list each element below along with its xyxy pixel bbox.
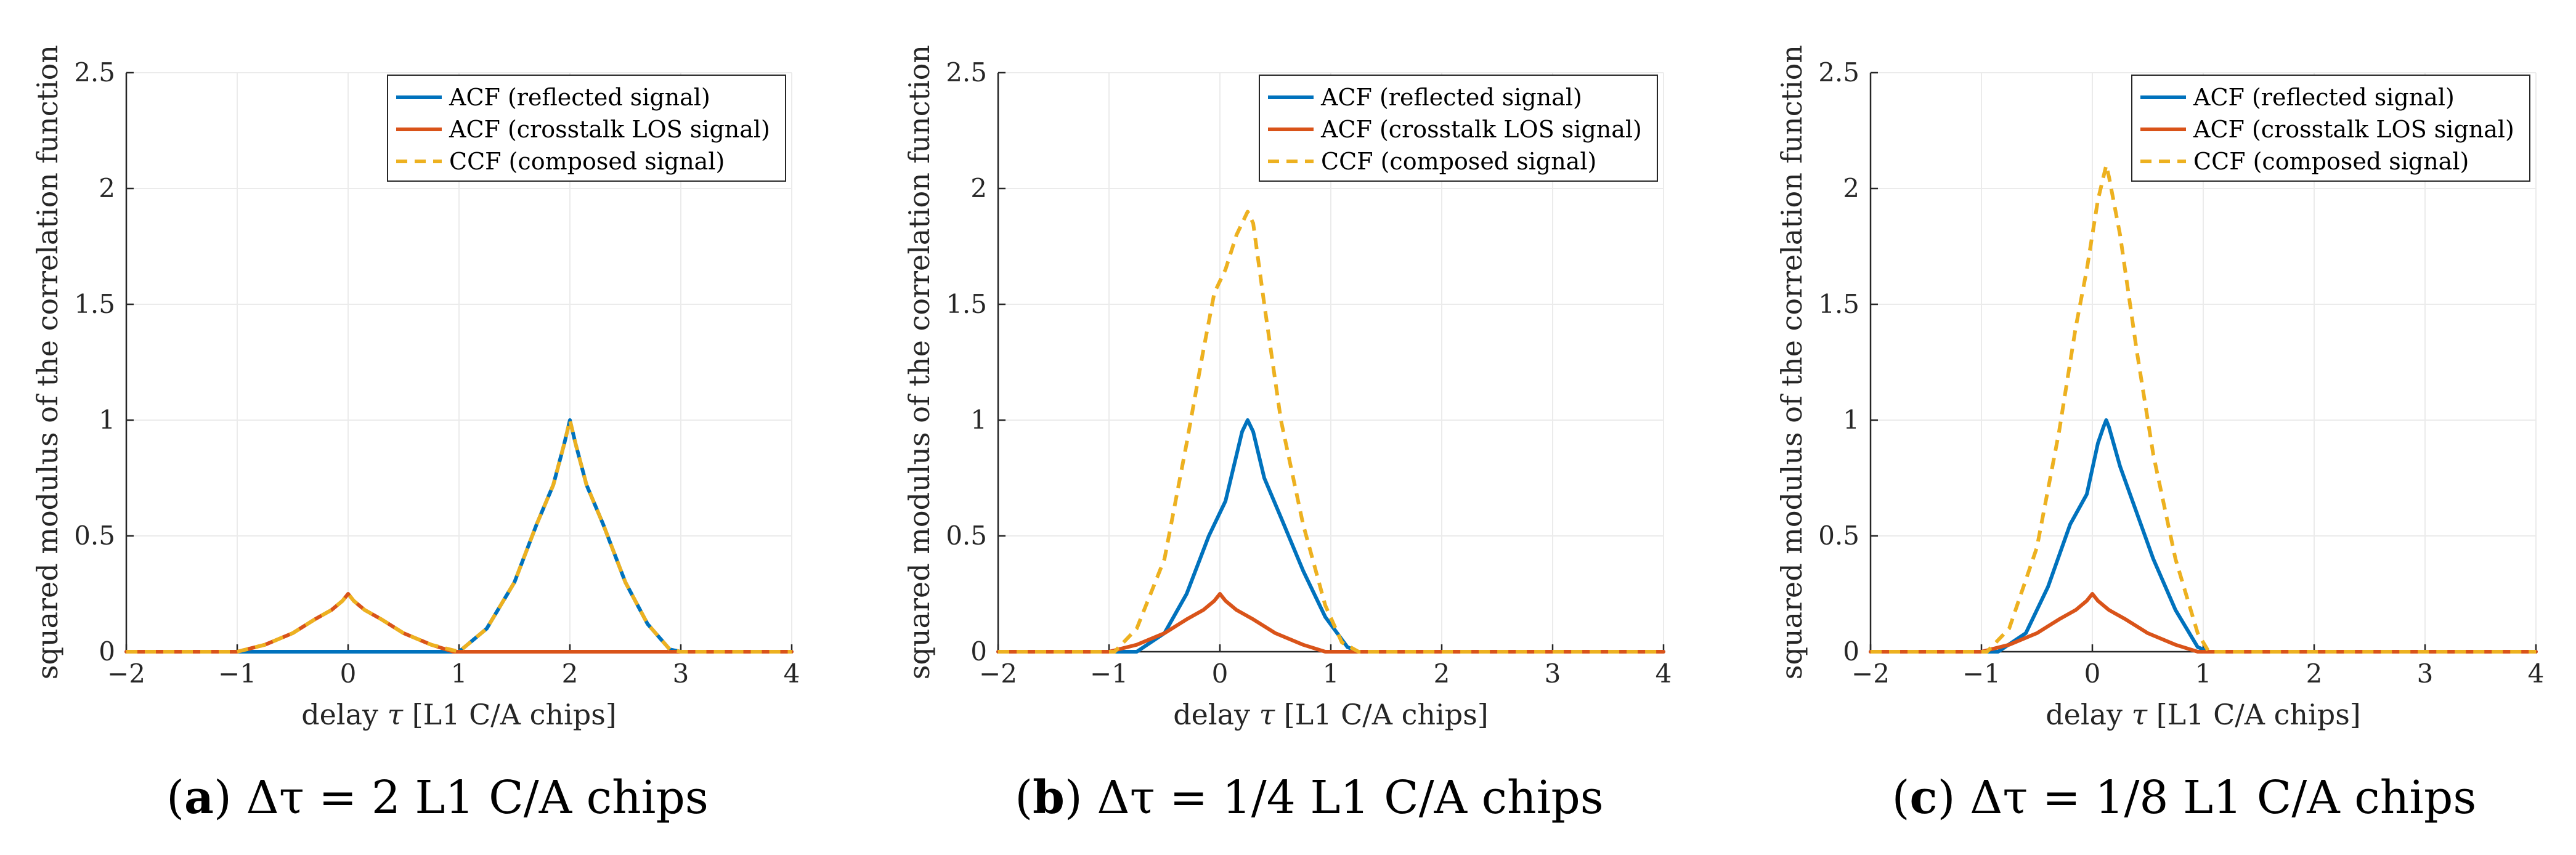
x-tick-label: −2 — [979, 658, 1017, 689]
y-tick-label: 0.5 — [74, 521, 115, 551]
x-tick-label: 4 — [784, 658, 800, 689]
y-tick-label: 2 — [1843, 173, 1859, 203]
y-tick-label: 0.5 — [946, 521, 987, 551]
series-line-composed — [998, 209, 1664, 654]
subfigure-caption: (a) Δτ = 2 L1 C/A chips — [166, 771, 709, 824]
x-tick-label: 0 — [340, 658, 357, 689]
series-line-reflected — [996, 418, 1665, 654]
legend-label-crosstalk: ACF (crosstalk LOS signal) — [1320, 116, 1642, 143]
y-tick-label: 0 — [99, 636, 115, 667]
y-tick-label: 0.5 — [1818, 521, 1859, 551]
x-tick-label: 0 — [2084, 658, 2101, 689]
legend-label-crosstalk: ACF (crosstalk LOS signal) — [449, 116, 770, 143]
x-tick-label: −1 — [218, 658, 256, 689]
y-axis-label: squared modulus of the correlation funct… — [903, 45, 936, 679]
y-tick-label: 2 — [99, 173, 115, 203]
x-axis-label: delay τ [L1 C/A chips] — [2046, 698, 2361, 731]
legend-box — [2131, 75, 2530, 182]
legend-label-composed: CCF (composed signal) — [449, 148, 725, 175]
x-axis-label: delay τ [L1 C/A chips] — [301, 698, 617, 731]
y-tick-label: 1.5 — [1818, 289, 1859, 319]
y-axis-label: squared modulus of the correlation funct… — [1775, 45, 1808, 679]
legend-label-composed: CCF (composed signal) — [2193, 148, 2469, 175]
legend-box — [1259, 75, 1658, 182]
legend-label-crosstalk: ACF (crosstalk LOS signal) — [2193, 116, 2514, 143]
x-tick-label: −2 — [1851, 658, 1890, 689]
series-line-composed — [1871, 163, 2536, 654]
chart-panel-1: −2 −1 0 1 2 3 4 0 0.5 1 1.5 2 2.5 delay τ [L1 C/A chi… — [31, 45, 800, 824]
x-tick-label: −1 — [1090, 658, 1128, 689]
y-tick-label: 2.5 — [1818, 57, 1859, 87]
legend: ACF (reflected signal) ACF (crosstalk LOS… — [1259, 75, 1658, 182]
legend: ACF (reflected signal) ACF (crosstalk LOS… — [2131, 75, 2530, 182]
x-tick-label: 2 — [1434, 658, 1450, 689]
y-tick-label: 1 — [1843, 405, 1859, 435]
x-tick-label: 1 — [2195, 658, 2212, 689]
y-tick-label: 2.5 — [74, 57, 115, 87]
y-tick-label: 1 — [99, 405, 115, 435]
x-tick-label: 4 — [2528, 658, 2545, 689]
y-tick-label: 1.5 — [74, 289, 115, 319]
x-tick-label: 3 — [1545, 658, 1561, 689]
y-tick-label: 2.5 — [946, 57, 987, 87]
y-tick-label: 2 — [970, 173, 987, 203]
y-tick-label: 0 — [970, 636, 987, 667]
y-tick-label: 0 — [1843, 636, 1859, 667]
x-tick-label: 2 — [2306, 658, 2323, 689]
series-line-crosstalk — [1869, 592, 2538, 654]
y-axis-label: squared modulus of the correlation funct… — [31, 45, 64, 679]
x-tick-label: 0 — [1212, 658, 1229, 689]
x-tick-label: 2 — [562, 658, 579, 689]
legend-label-reflected: ACF (reflected signal) — [449, 84, 710, 111]
x-tick-label: 1 — [451, 658, 468, 689]
chart-panel-2: −2 −1 0 1 2 3 4 0 0.5 1 1.5 2 2.5 delay τ [L1 C/A chi… — [903, 45, 1672, 824]
y-tick-label: 1 — [970, 405, 987, 435]
legend-label-composed: CCF (composed signal) — [1321, 148, 1596, 175]
series-line-reflected — [1869, 418, 2538, 654]
x-tick-label: 4 — [1656, 658, 1672, 689]
y-tick-label: 1.5 — [946, 289, 987, 319]
legend-box — [387, 75, 786, 182]
legend: ACF (reflected signal) ACF (crosstalk LOS… — [387, 75, 786, 182]
legend-label-reflected: ACF (reflected signal) — [1320, 84, 1582, 111]
subfigure-caption: (b) Δτ = 1/4 L1 C/A chips — [1015, 771, 1603, 824]
legend-label-reflected: ACF (reflected signal) — [2193, 84, 2455, 111]
x-tick-label: 3 — [673, 658, 689, 689]
series-line-composed — [126, 418, 792, 654]
x-tick-label: −2 — [107, 658, 145, 689]
x-tick-label: 3 — [2417, 658, 2434, 689]
x-tick-label: −1 — [1962, 658, 2001, 689]
x-tick-label: 1 — [1323, 658, 1339, 689]
subfigure-caption: (c) Δτ = 1/8 L1 C/A chips — [1892, 771, 2477, 824]
x-axis-label: delay τ [L1 C/A chips] — [1173, 698, 1489, 731]
chart-panel-3: −2 −1 0 1 2 3 4 0 0.5 1 1.5 2 2.5 delay τ [L1 C/A chi… — [1775, 45, 2544, 824]
series-line-crosstalk — [996, 592, 1665, 654]
